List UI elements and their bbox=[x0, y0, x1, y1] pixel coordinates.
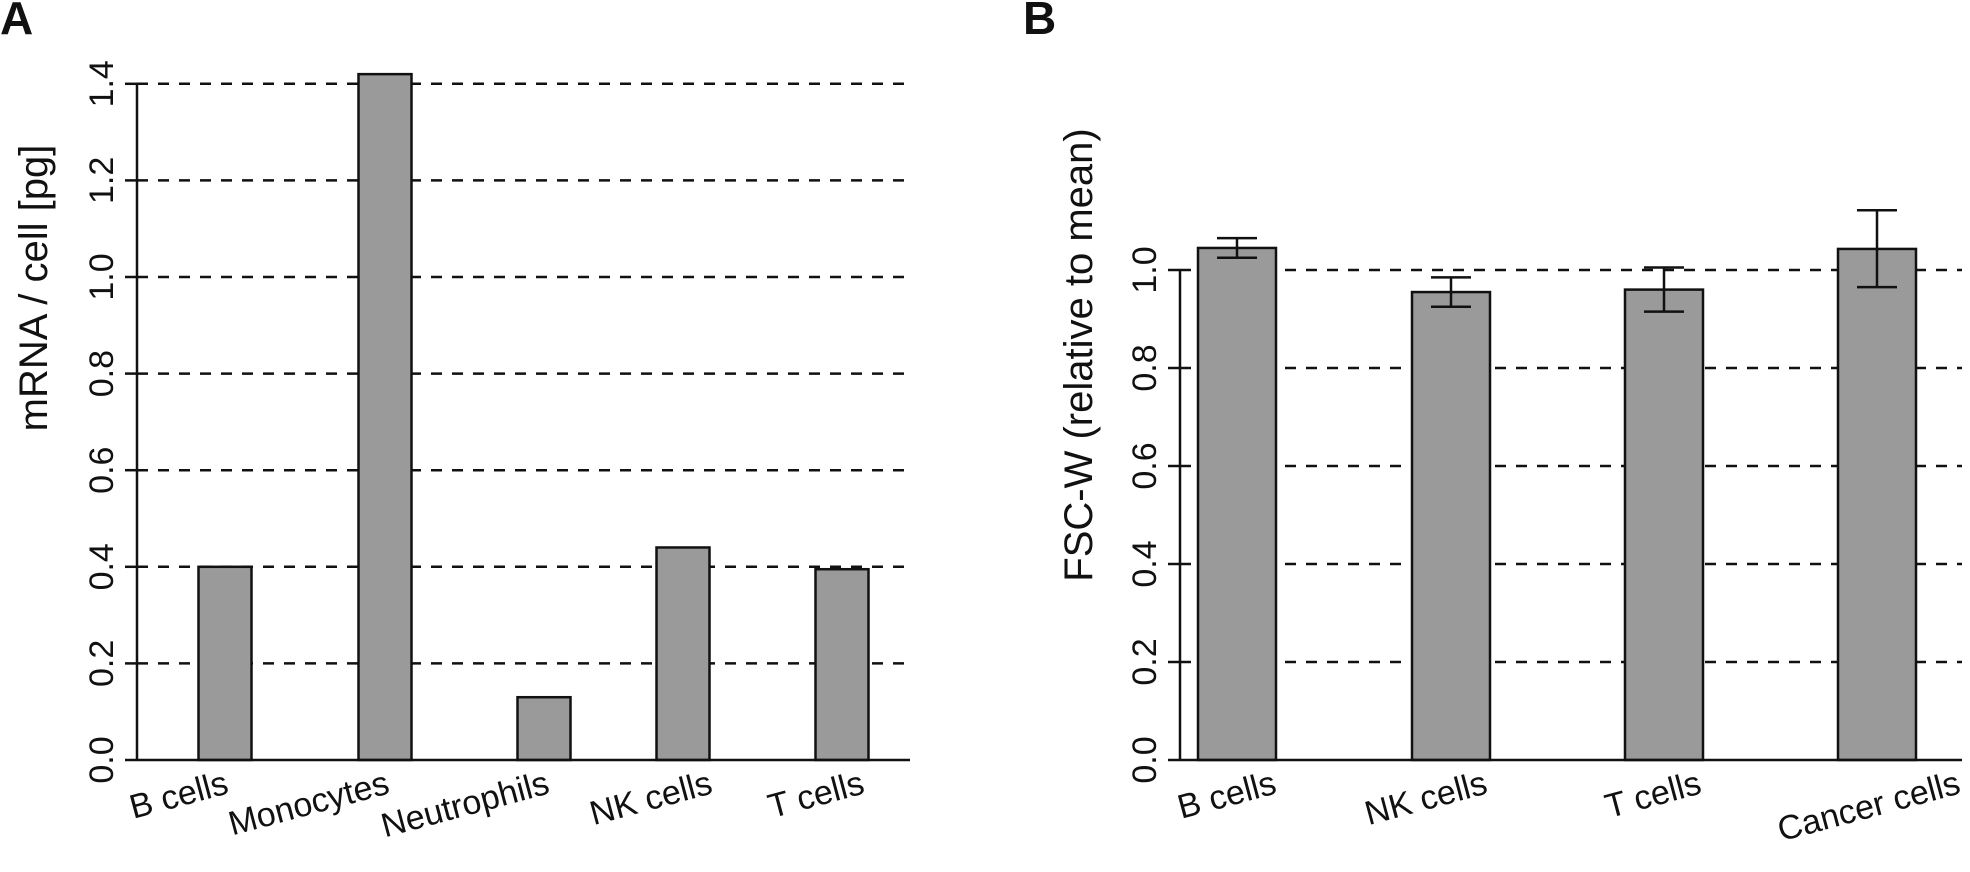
panel-a-category-label-3: NK cells bbox=[586, 764, 716, 833]
panel-b-bar-nk-cells bbox=[1410, 290, 1492, 762]
panel-a-letter: A bbox=[0, 0, 33, 44]
panel-b-error-bar-3 bbox=[1857, 208, 1897, 289]
panel-a-y-axis-title: mRNA / cell [pg] bbox=[12, 145, 56, 432]
panel-a-y-tick-label-3: 0.6 bbox=[83, 447, 121, 494]
panel-b-category-label-1: NK cells bbox=[1361, 764, 1491, 833]
panel-a-bar-b-cells bbox=[197, 565, 253, 762]
panel-a-category-label-0: B cells bbox=[126, 764, 233, 827]
panel-b-bar-cancer-cells bbox=[1836, 247, 1918, 762]
panel-b-y-tick-label-2: 0.4 bbox=[1126, 540, 1164, 587]
panel-b-y-tick-label-5: 1.0 bbox=[1126, 246, 1164, 293]
panel-a-y-tick-label-1: 0.2 bbox=[83, 640, 121, 687]
panel-a-category-label-2: Neutrophils bbox=[377, 764, 553, 845]
panel-b-bar-chart: B 0.0 0.2 0.4 0.6 0.8 1.0 B cells NK cells T ce… bbox=[1023, 0, 1964, 849]
panel-b-axes bbox=[1178, 270, 1962, 762]
panel-b-y-ticks: 0.0 0.2 0.4 0.6 0.8 1.0 bbox=[1126, 246, 1180, 784]
panel-b-y-tick-label-4: 0.8 bbox=[1126, 344, 1164, 391]
panel-b-y-tick-label-0: 0.0 bbox=[1126, 736, 1164, 783]
panel-a-bars bbox=[197, 72, 870, 762]
panel-b-category-labels: B cells NK cells T cells Cancer cells bbox=[1174, 764, 1965, 849]
panel-a-bar-nk-cells bbox=[655, 546, 711, 762]
panel-a-category-label-4: T cells bbox=[764, 764, 868, 826]
panel-a-gridlines bbox=[137, 82, 910, 665]
panel-b-error-bar-1 bbox=[1431, 276, 1471, 308]
panel-b-y-tick-label-3: 0.6 bbox=[1126, 442, 1164, 489]
panel-b-bar-b-cells bbox=[1196, 246, 1278, 762]
panel-a-axes bbox=[135, 83, 910, 762]
panel-b-error-bars bbox=[1217, 208, 1897, 313]
panel-a-bar-monocytes bbox=[357, 72, 413, 762]
panel-a-category-label-1: Monocytes bbox=[224, 764, 393, 843]
panel-b-error-bar-0 bbox=[1217, 236, 1257, 259]
panel-a-y-tick-label-6: 1.2 bbox=[83, 157, 121, 204]
panel-a-y-ticks: 0.0 0.2 0.4 0.6 0.8 1.0 1.2 1.4 bbox=[83, 60, 137, 784]
panel-b-bar-t-cells bbox=[1623, 288, 1705, 762]
panel-a-y-tick-label-2: 0.4 bbox=[83, 543, 121, 590]
panel-a-y-tick-label-0: 0.0 bbox=[83, 736, 121, 783]
panel-b-category-label-2: T cells bbox=[1601, 764, 1705, 826]
panel-b-y-tick-label-1: 0.2 bbox=[1126, 638, 1164, 685]
panel-a-bar-t-cells bbox=[814, 567, 870, 762]
panel-a-y-tick-label-4: 0.8 bbox=[83, 350, 121, 397]
panel-a-y-tick-label-5: 1.0 bbox=[83, 253, 121, 300]
panel-b-y-axis-title: FSC-W (relative to mean) bbox=[1057, 128, 1101, 581]
panel-b-error-bar-2 bbox=[1644, 266, 1684, 313]
panel-b-bars bbox=[1196, 246, 1918, 762]
panel-a-bar-neutrophils bbox=[516, 695, 572, 762]
panel-a-bar-chart: A 0.0 0.2 0.4 0.6 0.8 1.0 1.2 1.4 B cellsMonocy… bbox=[0, 0, 910, 845]
panel-b-category-label-3: Cancer cells bbox=[1774, 764, 1965, 849]
panel-b-category-label-0: B cells bbox=[1174, 764, 1281, 827]
panel-b-letter: B bbox=[1023, 0, 1056, 44]
panel-a-y-tick-label-7: 1.4 bbox=[83, 60, 121, 107]
panel-b-gridlines bbox=[1180, 268, 1962, 664]
